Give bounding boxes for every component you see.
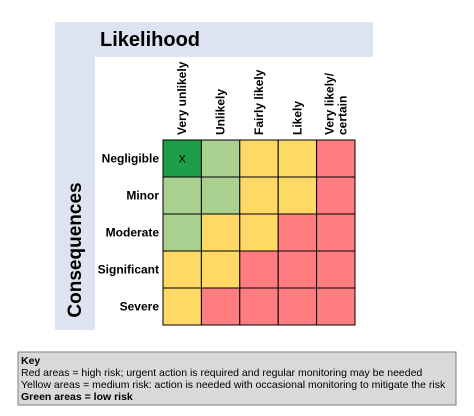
risk-cell: [277, 250, 318, 289]
risk-cell: [239, 250, 279, 289]
cell-marker: X: [179, 154, 187, 166]
risk-cell: [316, 139, 356, 178]
cells: X: [162, 139, 356, 326]
title: Likelihood: [100, 29, 200, 51]
header-band: [55, 22, 373, 57]
risk-cell: [239, 139, 279, 178]
risk-cell: [316, 250, 356, 289]
risk-cell: [239, 176, 279, 215]
row-label: Minor: [126, 189, 159, 203]
risk-cell: [316, 287, 356, 326]
column-label: Fairly likely: [252, 69, 266, 135]
risk-cell: [162, 176, 202, 215]
risk-cell: [200, 213, 241, 252]
column-label: Very unlikely: [175, 61, 189, 135]
risk-cell: [316, 176, 356, 215]
key-line: Yellow areas = medium risk: action is ne…: [21, 379, 446, 391]
row-label: Significant: [98, 263, 159, 277]
row-label: Moderate: [106, 226, 160, 240]
risk-cell: [277, 287, 318, 326]
labels: Negligible Minor Moderate Significant Severe…: [98, 61, 350, 313]
risk-cell: [200, 250, 241, 289]
key-line: Green areas = low risk: [21, 391, 133, 403]
risk-cell: [200, 287, 241, 326]
row-label: Negligible: [102, 152, 160, 166]
row-label: Severe: [120, 300, 160, 314]
column-label: certain: [335, 96, 349, 135]
risk-cell: [200, 176, 241, 215]
key-line: Red areas = high risk; urgent action is …: [21, 367, 422, 379]
risk-cell: [277, 139, 318, 178]
risk-cell: [277, 176, 318, 215]
key-title: Key: [21, 355, 40, 367]
risk-cell: [277, 213, 318, 252]
risk-cell: [162, 250, 202, 289]
risk-cell: [239, 287, 279, 326]
risk-cell: [316, 213, 356, 252]
key-box: [17, 351, 457, 406]
risk-cell: [162, 287, 202, 326]
column-label: Likely: [290, 101, 304, 135]
risk-cell: [200, 139, 241, 178]
column-label: Very likely/: [322, 72, 336, 135]
risk-cell: [239, 213, 279, 252]
column-label: Unlikely: [214, 89, 228, 135]
risk-cell: [162, 213, 202, 252]
side-title: Consequences: [65, 182, 86, 317]
side-band: [55, 22, 95, 330]
